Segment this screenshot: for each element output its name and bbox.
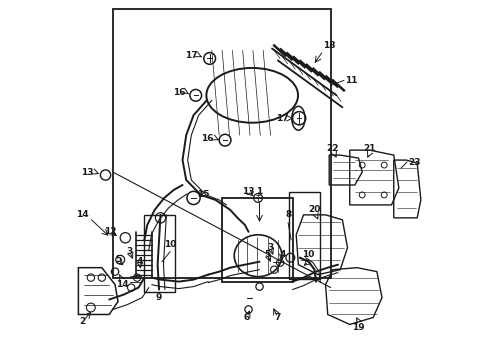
Bar <box>144 215 175 292</box>
Text: 2: 2 <box>80 317 86 326</box>
Text: 5: 5 <box>264 250 270 259</box>
Text: 12: 12 <box>104 227 117 236</box>
Text: 14: 14 <box>76 210 88 219</box>
Text: 10: 10 <box>302 250 314 259</box>
Text: 7: 7 <box>274 313 281 322</box>
Text: 17: 17 <box>275 114 288 123</box>
Text: 22: 22 <box>326 144 338 153</box>
Text: 3: 3 <box>126 247 133 256</box>
Text: 16: 16 <box>172 88 185 97</box>
Text: 5: 5 <box>115 255 121 264</box>
Text: 15: 15 <box>196 190 209 199</box>
Text: 11: 11 <box>345 76 357 85</box>
Text: 8: 8 <box>285 210 291 219</box>
Text: 20: 20 <box>308 206 320 215</box>
Text: 17: 17 <box>184 51 197 60</box>
Text: 13: 13 <box>242 188 254 197</box>
Text: 14: 14 <box>116 280 128 289</box>
Bar <box>288 192 319 279</box>
Text: 3: 3 <box>267 243 273 252</box>
Text: 10: 10 <box>163 240 176 249</box>
Text: 16: 16 <box>201 134 213 143</box>
Text: 13: 13 <box>81 167 93 176</box>
Text: 4: 4 <box>137 257 143 266</box>
Text: 4: 4 <box>279 250 285 259</box>
Text: 1: 1 <box>256 188 262 197</box>
Bar <box>113 9 331 278</box>
Text: 6: 6 <box>244 313 250 322</box>
Text: 9: 9 <box>156 293 162 302</box>
Text: 19: 19 <box>351 323 364 332</box>
Text: 21: 21 <box>363 144 375 153</box>
Text: 23: 23 <box>407 158 420 167</box>
Text: 18: 18 <box>322 41 335 50</box>
Bar <box>222 198 292 282</box>
